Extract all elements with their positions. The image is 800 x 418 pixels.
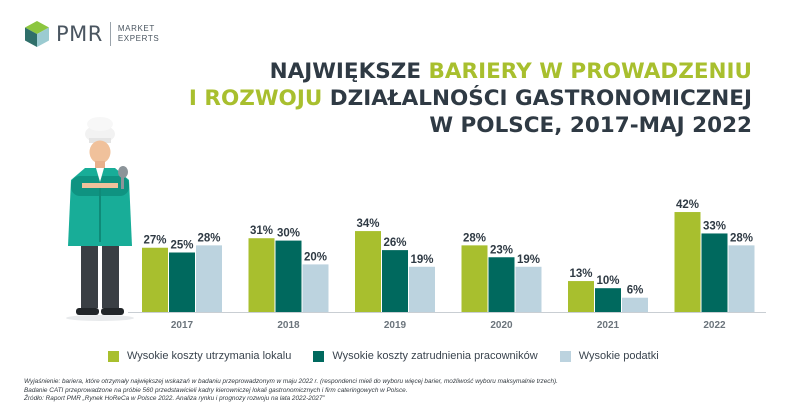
legend-item-utrzymanie: Wysokie koszty utrzymania lokalu	[108, 350, 291, 362]
data-label-2019-series-3: 19%	[410, 254, 433, 266]
bar-2018-series-3	[302, 264, 329, 312]
bar-2022-series-2	[701, 233, 728, 312]
data-label-2018-series-3: 20%	[304, 251, 327, 263]
bar-2022-series-1	[674, 212, 701, 312]
legend-label-podatki: Wysokie podatki	[578, 350, 659, 362]
bar-2019-series-1	[355, 231, 381, 312]
logo: PMR MARKET EXPERTS	[24, 20, 159, 48]
footnote-method: Badanie CATI przeprowadzone na próbie 56…	[24, 386, 408, 394]
logo-subtitle: MARKET EXPERTS	[118, 24, 159, 44]
data-label-2020-series-3: 19%	[517, 254, 540, 266]
chef-illustration	[66, 117, 134, 321]
bar-2018-series-2	[275, 240, 302, 312]
bar-2020-series-3	[515, 266, 542, 312]
data-label-2020-series-2: 23%	[490, 244, 513, 256]
footnote-source: Źródło: Raport PMR „Rynek HoReCa w Polsc…	[24, 395, 325, 403]
pmr-cube-icon	[25, 21, 49, 47]
bar-chart: 27% 25% 28% 2017 31% 30% 20% 2018 34% 26% 19% 2019 2…	[66, 117, 766, 331]
data-label-2018-series-1: 31%	[250, 225, 273, 237]
data-label-2018-series-2: 30%	[277, 228, 300, 240]
title-line1-part-a: NAJWIĘKSZE	[269, 59, 429, 84]
footnotes: Wyjaśnienie: bariera, które otrzymały na…	[24, 378, 784, 404]
legend-swatch-green	[108, 350, 119, 362]
bar-2018-series-1	[248, 238, 275, 312]
footnote-explanation: Wyjaśnienie: bariera, które otrzymały na…	[24, 378, 558, 385]
data-label-2019-series-1: 34%	[356, 218, 379, 230]
title-line2-part-a: I ROZWOJU	[188, 86, 323, 111]
logo-sub-line1: MARKET	[117, 24, 155, 33]
legend-label-utrzymanie: Wysokie koszty utrzymania lokalu	[127, 350, 292, 362]
chart-bars-group	[142, 212, 755, 312]
title-line-1: NAJWIĘKSZE BARIERY W PROWADZENIU	[189, 58, 752, 85]
logo-divider	[109, 22, 111, 46]
data-label-2022-series-1: 42%	[676, 199, 699, 211]
data-label-2021-series-3: 6%	[627, 285, 644, 297]
bar-2017-series-3	[196, 245, 222, 312]
data-label-2022-series-2: 33%	[703, 220, 726, 232]
title-line-2: I ROZWOJU DZIAŁALNOŚCI GASTRONOMICZNEJ	[189, 85, 752, 112]
bar-2021-series-3	[622, 297, 648, 312]
bar-2020-series-1	[461, 245, 488, 312]
category-label-2018: 2018	[277, 320, 300, 331]
bar-2017-series-1	[142, 247, 168, 312]
bar-2019-series-3	[409, 266, 435, 312]
data-label-2021-series-2: 10%	[596, 275, 619, 287]
category-label-2022: 2022	[703, 320, 726, 331]
title-line1-part-b: BARIERY W PROWADZENIU	[428, 59, 752, 84]
chart-labels-group: 27% 25% 28% 2017 31% 30% 20% 2018 34% 26% 19% 2019 2…	[143, 199, 753, 331]
bar-2020-series-2	[488, 257, 515, 312]
data-label-2017-series-1: 27%	[143, 235, 166, 247]
legend-swatch-light-blue	[559, 350, 571, 362]
bar-2022-series-3	[728, 245, 755, 312]
title-line2-part-b: DZIAŁALNOŚCI GASTRONOMICZNEJ	[322, 86, 752, 111]
category-label-2019: 2019	[384, 320, 407, 331]
title-line-3: W POLSCE, 2017-MAJ 2022	[429, 113, 752, 138]
bar-2021-series-2	[595, 288, 621, 312]
chart-title: NAJWIĘKSZE BARIERY W PROWADZENIU I ROZWO…	[189, 58, 752, 139]
bar-2019-series-2	[382, 250, 408, 312]
category-label-2017: 2017	[171, 320, 194, 331]
data-label-2017-series-3: 28%	[197, 232, 220, 244]
legend-swatch-teal	[313, 350, 325, 362]
data-label-2017-series-2: 25%	[170, 240, 193, 252]
data-label-2022-series-3: 28%	[730, 232, 753, 244]
legend-item-zatrudnienie: Wysokie koszty zatrudnienia pracowników	[313, 350, 538, 362]
data-label-2019-series-2: 26%	[383, 237, 406, 249]
legend-item-podatki: Wysokie podatki	[559, 350, 659, 362]
legend-label-zatrudnienie: Wysokie koszty zatrudnienia pracowników	[332, 350, 538, 362]
logo-sub-line2: EXPERTS	[117, 34, 160, 43]
logo-name: PMR	[56, 22, 103, 46]
bar-2021-series-1	[568, 281, 594, 312]
data-label-2021-series-1: 13%	[569, 268, 592, 280]
data-label-2020-series-1: 28%	[463, 232, 486, 244]
chart-legend: Wysokie koszty utrzymania lokalu Wysokie…	[108, 350, 659, 362]
bar-2017-series-2	[169, 252, 195, 312]
category-label-2021: 2021	[597, 320, 620, 331]
category-label-2020: 2020	[490, 320, 513, 331]
